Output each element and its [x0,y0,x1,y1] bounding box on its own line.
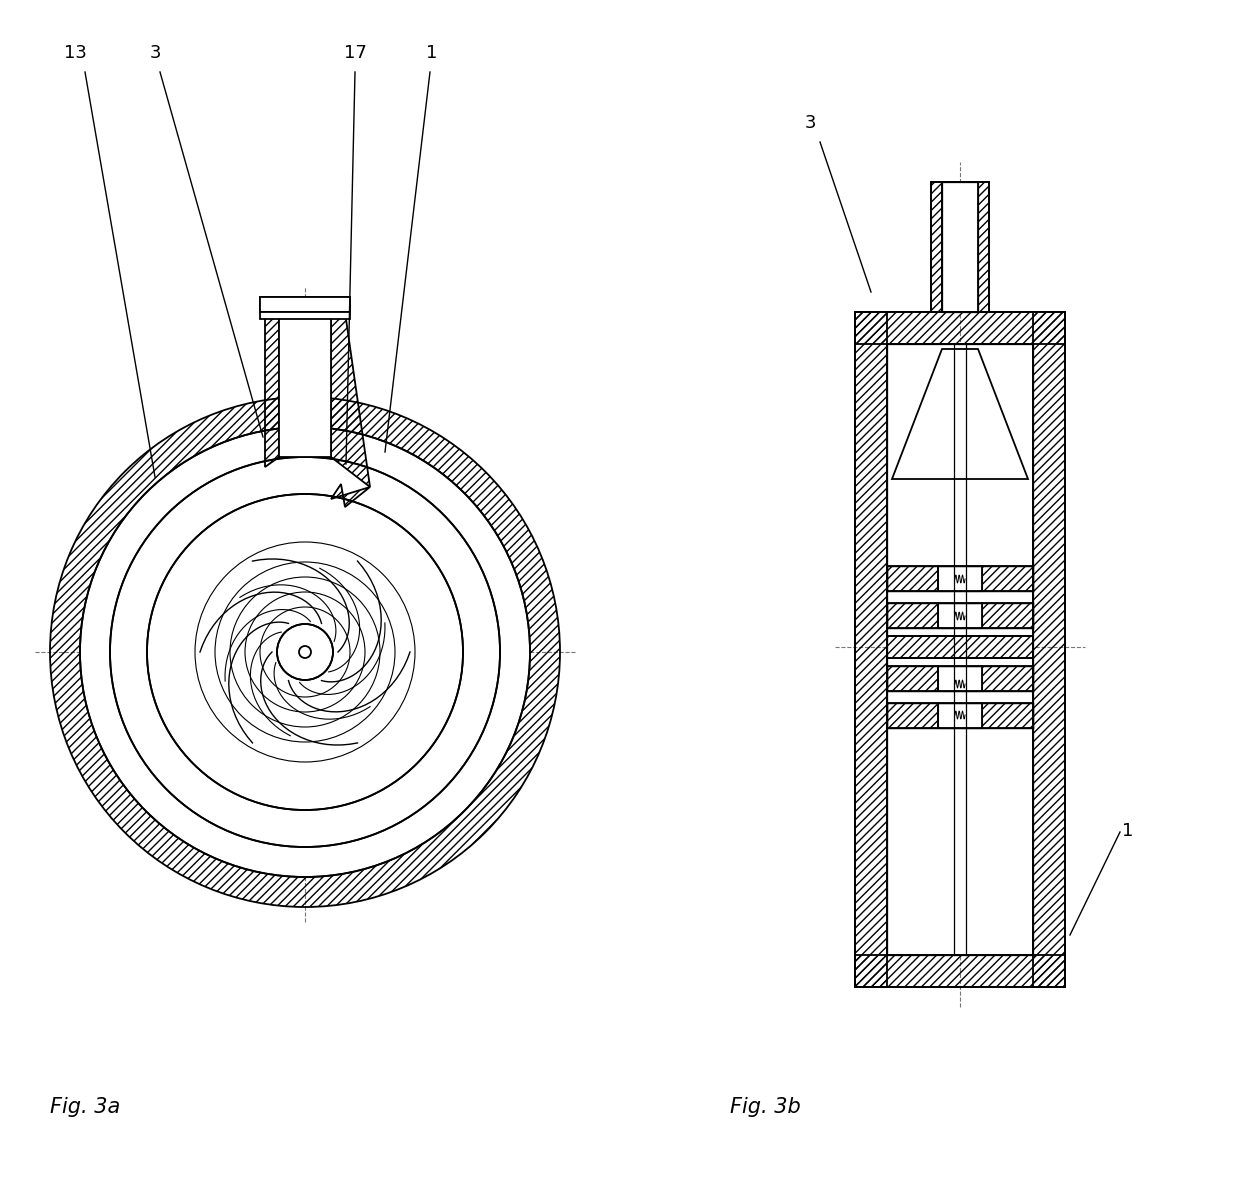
Circle shape [299,647,311,658]
Bar [931,182,990,312]
Bar [937,603,982,628]
Text: Fig. 3a: Fig. 3a [50,1097,120,1117]
Circle shape [110,457,500,847]
Bar [856,312,1065,344]
Bar [887,603,1033,628]
Bar [937,665,982,691]
Circle shape [81,427,529,877]
Bar [887,665,1033,691]
Bar [887,344,1033,955]
Bar [279,312,331,457]
Bar [982,703,1033,728]
Text: 1: 1 [1122,821,1133,840]
Bar [260,312,350,319]
Bar [982,566,1033,591]
Text: Fig. 3b: Fig. 3b [730,1097,801,1117]
Bar [937,703,982,728]
Bar [982,603,1033,628]
Bar [260,297,350,312]
Bar [887,636,1033,658]
Bar [937,665,982,691]
Text: 13: 13 [63,44,87,61]
Bar [856,955,1065,987]
Bar [856,312,887,987]
Bar [887,665,937,691]
Text: 3: 3 [805,113,816,132]
Polygon shape [892,349,1028,479]
Bar [260,297,350,312]
Bar [937,566,982,591]
Bar [982,665,1033,691]
Text: 3: 3 [149,44,161,61]
Bar [1033,312,1065,987]
Bar [931,182,942,312]
Text: 17: 17 [343,44,367,61]
Bar [942,182,978,312]
Circle shape [277,624,334,680]
Bar [937,703,982,728]
Bar [887,703,937,728]
Bar [942,182,978,312]
Bar [887,566,1033,591]
Bar [856,312,1065,987]
Circle shape [148,494,463,810]
Bar [937,603,982,628]
Text: 1: 1 [427,44,438,61]
Bar [887,703,1033,728]
Bar [887,344,1033,955]
Bar [887,603,937,628]
Bar [978,182,990,312]
Bar [887,636,1033,658]
Bar [937,566,982,591]
Bar [887,566,937,591]
